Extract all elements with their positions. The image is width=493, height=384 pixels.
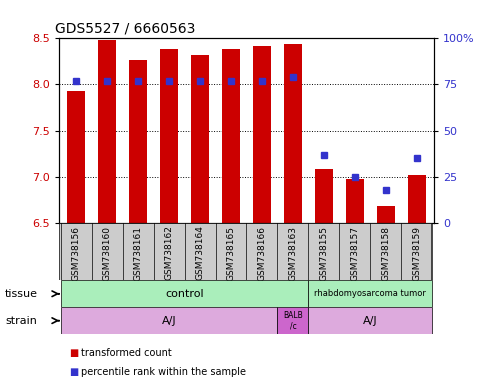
Text: BALB
/c: BALB /c (283, 311, 303, 330)
Bar (98, 40, 116, 223)
Text: strain: strain (5, 316, 37, 326)
Bar (346, 179, 364, 223)
Bar (408, 175, 426, 223)
Text: A/J: A/J (363, 316, 378, 326)
Text: A/J: A/J (162, 316, 176, 326)
Text: GSM738163: GSM738163 (288, 225, 297, 281)
Text: ■: ■ (69, 367, 78, 377)
Text: GSM738162: GSM738162 (165, 225, 174, 280)
Text: GSM738157: GSM738157 (351, 225, 359, 281)
Text: tissue: tissue (5, 289, 38, 299)
Bar (67, 91, 85, 223)
Text: GSM738158: GSM738158 (382, 225, 390, 281)
Bar (377, 206, 395, 223)
Bar (278, 307, 309, 334)
Bar (315, 169, 333, 223)
Bar (61, 307, 278, 334)
Text: GSM738155: GSM738155 (319, 225, 328, 281)
Text: control: control (165, 289, 204, 299)
Text: percentile rank within the sample: percentile rank within the sample (81, 367, 246, 377)
Text: GSM738160: GSM738160 (103, 225, 111, 281)
Bar (129, 60, 147, 223)
Text: GDS5527 / 6660563: GDS5527 / 6660563 (55, 22, 196, 36)
Text: rhabdomyosarcoma tumor: rhabdomyosarcoma tumor (315, 289, 426, 298)
Bar (253, 46, 271, 223)
Bar (309, 307, 432, 334)
Bar (160, 48, 178, 223)
Bar (61, 280, 309, 307)
Text: GSM738166: GSM738166 (257, 225, 267, 281)
Text: GSM738156: GSM738156 (71, 225, 81, 281)
Bar (309, 280, 432, 307)
Bar (283, 44, 302, 223)
Text: transformed count: transformed count (81, 348, 172, 358)
Bar (191, 55, 210, 223)
Text: GSM738165: GSM738165 (226, 225, 236, 281)
Bar (222, 48, 240, 223)
Text: GSM738164: GSM738164 (196, 225, 205, 280)
Text: GSM738159: GSM738159 (412, 225, 422, 281)
Text: GSM738161: GSM738161 (134, 225, 142, 281)
Text: ■: ■ (69, 348, 78, 358)
